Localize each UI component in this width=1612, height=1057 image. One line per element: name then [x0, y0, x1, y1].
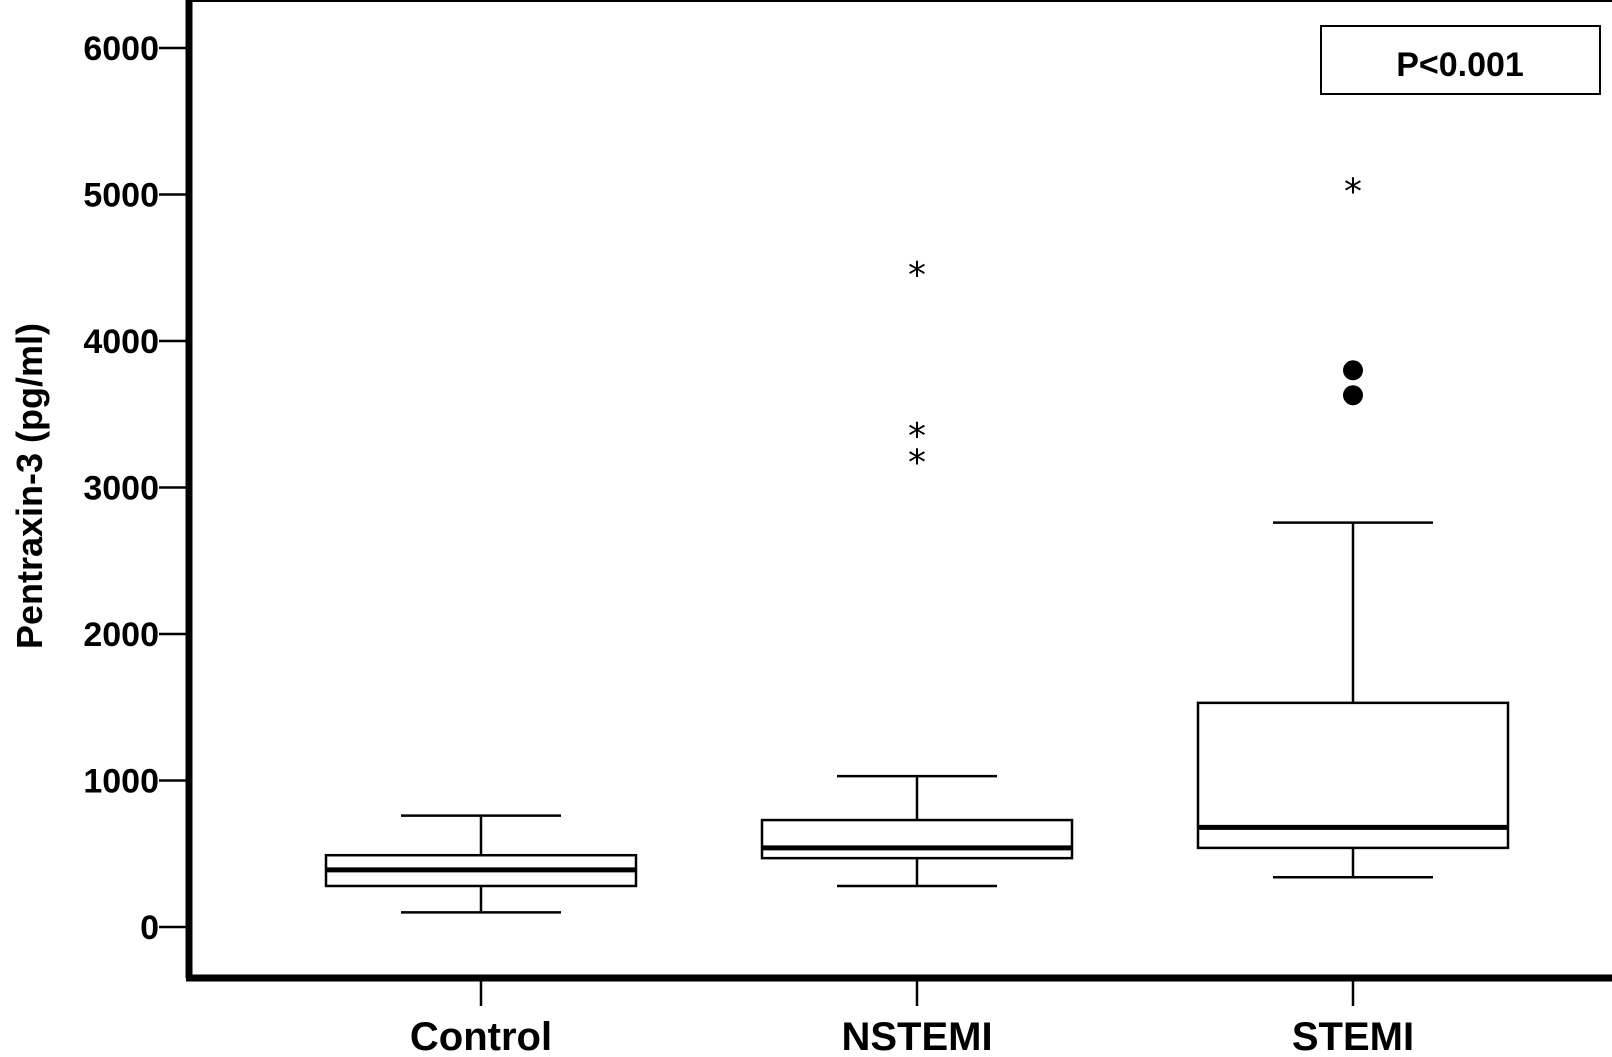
y-tick-label: 1000 [83, 763, 159, 801]
extreme-point: * [908, 442, 926, 483]
box-stemi: * [1196, 171, 1510, 879]
y-tick-label: 0 [140, 909, 159, 947]
extreme-point: * [1344, 171, 1362, 212]
x-category-label: NSTEMI [841, 1015, 992, 1057]
y-tick-label: 6000 [83, 30, 159, 68]
plot-frame [185, 0, 1612, 982]
box-series: **** [324, 171, 1510, 914]
x-axis: Control NSTEMI STEMI [410, 978, 1414, 1057]
box-control [324, 814, 638, 914]
y-tick-label: 2000 [83, 616, 159, 654]
p-value-label: P<0.001 [1396, 46, 1524, 84]
outlier-point [1343, 385, 1363, 406]
box-nstemi: *** [760, 255, 1074, 888]
x-category-label: STEMI [1292, 1015, 1414, 1057]
iqr-box [760, 818, 1074, 860]
y-tick-label: 3000 [83, 470, 159, 508]
y-tick-label: 4000 [83, 323, 159, 361]
y-axis-title: Pentraxin-3 (pg/ml) [9, 323, 50, 649]
extreme-point: * [908, 416, 926, 457]
x-category-label: Control [410, 1015, 552, 1057]
y-tick-label: 5000 [83, 177, 159, 215]
y-axis: 0 1000 2000 3000 4000 5000 6000 [83, 30, 189, 947]
p-value-box: P<0.001 [1320, 25, 1601, 95]
iqr-box [1196, 701, 1510, 850]
extreme-point: * [908, 255, 926, 296]
outlier-point [1343, 360, 1363, 381]
